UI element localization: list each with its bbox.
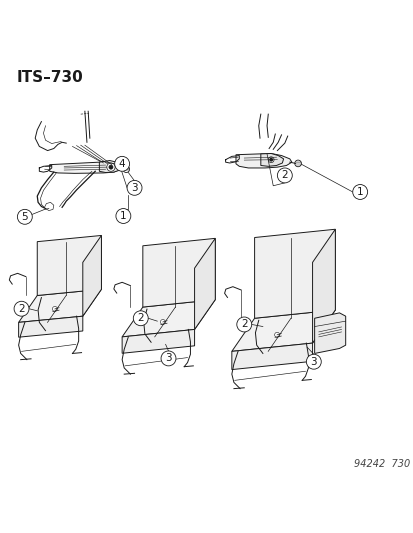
Polygon shape — [83, 236, 101, 316]
Text: 2: 2 — [18, 304, 25, 314]
Polygon shape — [19, 289, 101, 322]
Circle shape — [127, 180, 142, 195]
Polygon shape — [254, 229, 335, 318]
Circle shape — [236, 317, 251, 332]
Text: 4: 4 — [119, 159, 125, 169]
Text: 2: 2 — [240, 319, 247, 329]
Circle shape — [107, 163, 115, 171]
Circle shape — [52, 306, 57, 311]
Polygon shape — [260, 154, 283, 166]
Circle shape — [352, 184, 367, 199]
Polygon shape — [122, 300, 215, 337]
Circle shape — [17, 209, 32, 224]
Circle shape — [14, 301, 29, 316]
Circle shape — [268, 157, 273, 163]
Text: 1: 1 — [356, 187, 363, 197]
Circle shape — [161, 351, 176, 366]
Circle shape — [160, 319, 165, 325]
Circle shape — [306, 354, 320, 369]
Polygon shape — [37, 236, 101, 295]
Text: 94242  730: 94242 730 — [353, 459, 409, 470]
Polygon shape — [122, 329, 194, 353]
Circle shape — [277, 168, 292, 183]
Circle shape — [109, 165, 113, 169]
Polygon shape — [231, 343, 312, 369]
Text: 3: 3 — [131, 183, 138, 193]
Text: ITS–730: ITS–730 — [17, 70, 83, 85]
Polygon shape — [235, 154, 291, 168]
Circle shape — [269, 158, 272, 161]
Circle shape — [114, 156, 129, 171]
Text: 3: 3 — [165, 353, 171, 364]
Polygon shape — [231, 310, 335, 351]
Polygon shape — [194, 238, 215, 329]
Text: 5: 5 — [21, 212, 28, 222]
Circle shape — [133, 311, 148, 326]
Polygon shape — [314, 313, 345, 353]
Polygon shape — [312, 229, 335, 343]
Text: 1: 1 — [120, 211, 126, 221]
Text: 2: 2 — [281, 171, 287, 180]
Circle shape — [294, 160, 301, 167]
Polygon shape — [50, 162, 120, 173]
Polygon shape — [19, 316, 83, 337]
Polygon shape — [99, 160, 122, 173]
Text: 3: 3 — [310, 357, 316, 367]
Circle shape — [116, 208, 131, 223]
Polygon shape — [142, 238, 215, 307]
Text: 2: 2 — [137, 313, 144, 323]
Circle shape — [123, 166, 129, 173]
Circle shape — [274, 333, 279, 337]
